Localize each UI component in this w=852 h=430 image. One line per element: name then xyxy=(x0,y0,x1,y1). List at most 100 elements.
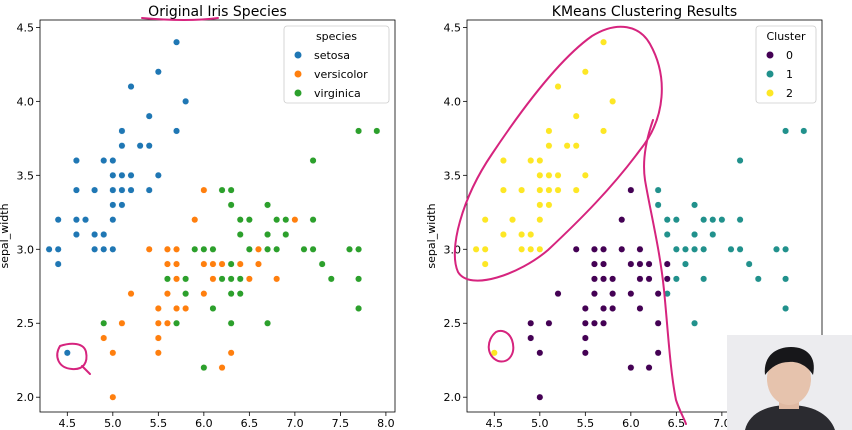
data-point-2 xyxy=(536,171,544,179)
legend-label-1: 1 xyxy=(786,68,793,81)
data-point-1 xyxy=(681,245,690,253)
data-point-1 xyxy=(709,230,717,239)
data-point-setosa xyxy=(145,142,153,150)
data-point-setosa xyxy=(127,186,135,194)
data-point-1 xyxy=(672,216,680,224)
legend-marker-0 xyxy=(766,51,774,59)
data-point-versicolor xyxy=(254,245,263,253)
data-point-virginica xyxy=(200,245,208,253)
data-point-versicolor xyxy=(191,216,199,224)
x-tick-label: 6.0 xyxy=(622,417,640,430)
data-point-1 xyxy=(736,216,744,224)
data-point-virginica xyxy=(355,127,363,135)
webcam-overlay xyxy=(727,335,852,430)
data-point-setosa xyxy=(136,142,144,150)
data-point-1 xyxy=(700,275,708,283)
data-point-setosa xyxy=(81,216,90,224)
x-tick-label: 5.0 xyxy=(104,417,122,430)
y-tick-label: 3.0 xyxy=(444,243,462,256)
data-point-versicolor xyxy=(254,260,263,268)
data-point-2 xyxy=(518,230,526,239)
data-point-0 xyxy=(627,290,635,298)
data-point-virginica xyxy=(355,245,363,253)
data-point-virginica xyxy=(264,201,272,209)
data-point-2 xyxy=(554,171,562,179)
data-point-versicolor xyxy=(218,260,226,268)
data-point-setosa xyxy=(118,171,126,179)
y-tick-label: 3.5 xyxy=(17,169,35,182)
data-point-0 xyxy=(572,245,580,253)
data-point-2 xyxy=(536,201,544,209)
data-point-setosa xyxy=(109,171,117,179)
data-point-versicolor xyxy=(109,393,117,401)
data-point-versicolor xyxy=(154,349,162,357)
data-point-virginica xyxy=(227,201,235,209)
data-point-0 xyxy=(581,334,589,342)
data-point-setosa xyxy=(54,216,62,224)
data-point-virginica xyxy=(373,127,381,135)
data-point-1 xyxy=(691,201,699,209)
legend-marker-setosa xyxy=(294,51,302,59)
data-point-setosa xyxy=(109,186,117,194)
data-point-virginica xyxy=(209,304,217,313)
data-point-2 xyxy=(545,127,553,135)
data-point-0 xyxy=(590,319,598,327)
data-point-setosa xyxy=(118,127,126,135)
data-point-2 xyxy=(518,245,526,253)
data-point-setosa xyxy=(54,245,62,253)
data-point-0 xyxy=(581,319,589,327)
data-point-virginica xyxy=(355,304,363,313)
data-point-1 xyxy=(700,245,708,253)
data-point-1 xyxy=(681,260,690,268)
data-point-virginica xyxy=(172,319,181,327)
data-point-0 xyxy=(618,245,626,253)
data-point-versicolor xyxy=(118,319,126,327)
data-point-setosa xyxy=(54,260,62,268)
data-point-virginica xyxy=(318,260,326,268)
y-tick-label: 3.5 xyxy=(444,169,462,182)
data-point-virginica xyxy=(309,245,317,253)
data-point-0 xyxy=(636,245,644,253)
legend-marker-virginica xyxy=(294,89,302,97)
data-point-setosa xyxy=(91,186,99,194)
data-point-1 xyxy=(782,245,790,253)
data-point-1 xyxy=(654,186,662,194)
left-legend: species setosa versicolor virginica xyxy=(283,25,390,104)
data-point-2 xyxy=(581,171,589,179)
data-point-0 xyxy=(581,349,589,357)
data-point-2 xyxy=(545,201,553,209)
left-data-points xyxy=(45,38,381,401)
data-point-1 xyxy=(700,216,708,224)
data-point-versicolor xyxy=(154,304,162,313)
data-point-virginica xyxy=(327,275,335,283)
data-point-setosa xyxy=(154,68,162,76)
data-point-2 xyxy=(609,97,617,105)
data-point-1 xyxy=(672,275,680,283)
data-point-virginica xyxy=(227,260,235,268)
data-point-setosa xyxy=(100,156,108,165)
data-point-0 xyxy=(590,275,598,283)
y-tick-label: 2.0 xyxy=(17,391,35,404)
data-point-virginica xyxy=(236,230,244,239)
data-point-virginica xyxy=(209,245,217,253)
annotation-ellipse-cluster-2 xyxy=(453,25,663,282)
legend-marker-2 xyxy=(766,89,774,97)
data-point-setosa xyxy=(172,38,181,46)
data-point-2 xyxy=(536,186,544,194)
data-point-2 xyxy=(481,260,489,268)
data-point-setosa xyxy=(118,201,126,209)
data-point-0 xyxy=(527,334,535,342)
data-point-2 xyxy=(481,245,489,253)
data-point-versicolor xyxy=(145,245,153,253)
x-tick-label: 6.0 xyxy=(195,417,213,430)
data-point-virginica xyxy=(282,216,290,224)
left-y-axis-label: sepal_width xyxy=(0,203,11,268)
data-point-setosa xyxy=(100,230,108,239)
data-point-1 xyxy=(672,245,680,253)
data-point-setosa xyxy=(118,186,126,194)
data-point-setosa xyxy=(91,245,99,253)
data-point-virginica xyxy=(282,230,290,239)
data-point-1 xyxy=(782,275,790,283)
data-point-virginica xyxy=(227,186,235,194)
data-point-virginica xyxy=(300,245,308,253)
